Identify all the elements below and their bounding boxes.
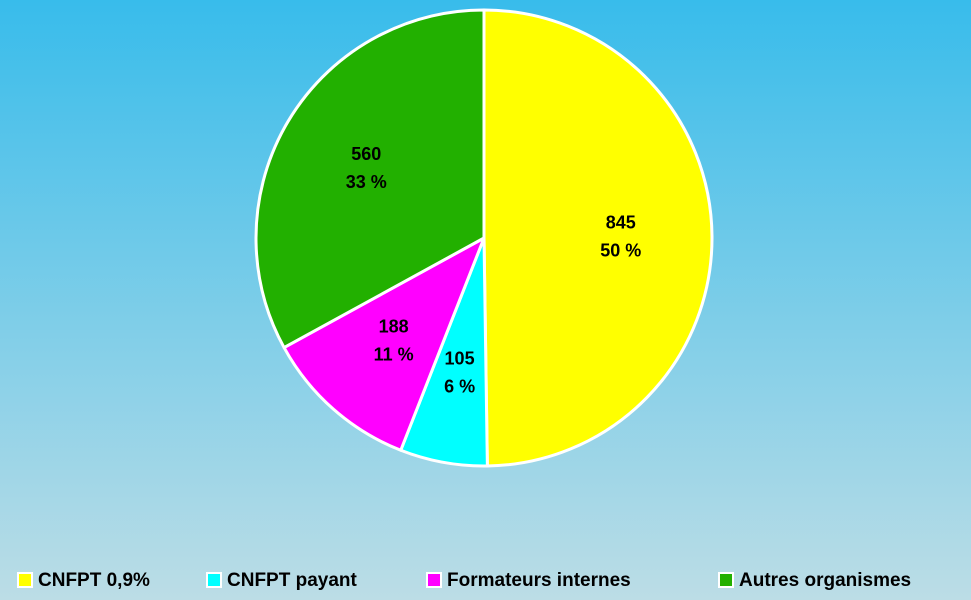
data-label: 560 [351, 144, 381, 164]
legend-label: CNFPT 0,9% [38, 570, 150, 591]
legend-label: Formateurs internes [447, 570, 631, 591]
data-label: 188 [379, 316, 409, 336]
legend-swatch [206, 572, 222, 588]
percentage-label: 33 % [346, 172, 387, 192]
data-label: 845 [606, 213, 636, 233]
legend-label: CNFPT payant [227, 570, 358, 591]
legend-label: Autres organismes [739, 570, 911, 591]
percentage-label: 11 % [374, 344, 414, 364]
legend-swatch [426, 572, 442, 588]
pie-slice [282, 236, 486, 452]
data-label: 105 [445, 348, 475, 368]
pie-slice [254, 8, 486, 350]
legend-swatch [17, 572, 33, 588]
legend-swatch [718, 572, 734, 588]
percentage-label: 6 % [444, 376, 475, 396]
percentage-label: 50 % [600, 241, 641, 261]
pie-slice [482, 8, 714, 468]
